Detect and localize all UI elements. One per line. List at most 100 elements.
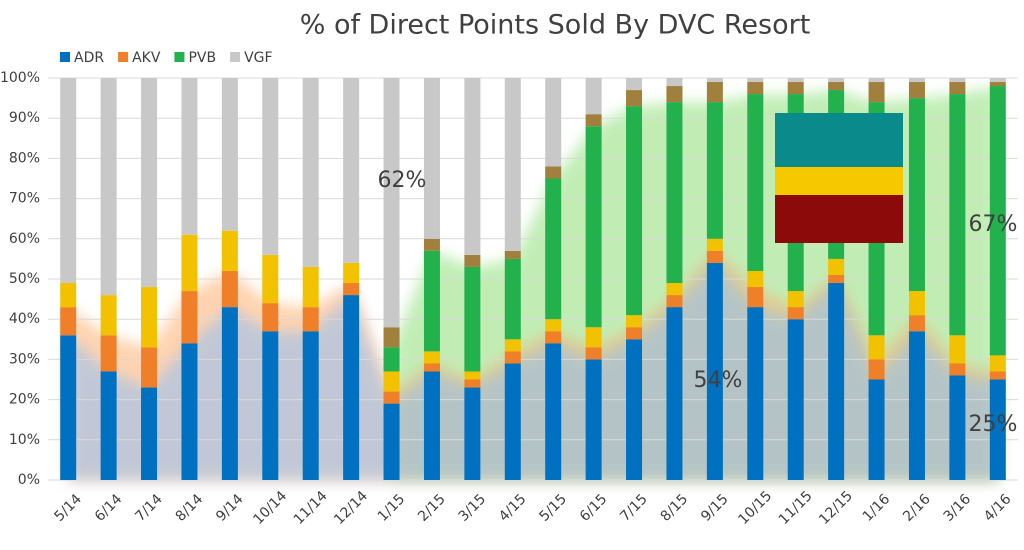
y-tick-label: 60% (9, 231, 40, 247)
bar-segment (221, 78, 238, 231)
bar-segment (181, 291, 198, 344)
bar-segment (504, 339, 521, 352)
y-tick-label: 50% (9, 271, 40, 287)
bar-segment (262, 254, 279, 304)
x-tick-label: 1/15 (375, 491, 409, 525)
bar-segment (504, 250, 521, 259)
x-tick-label: 10/14 (250, 488, 290, 528)
bar-segment (504, 351, 521, 364)
bar-segment (908, 98, 925, 292)
y-tick-label: 70% (9, 191, 40, 207)
bar-segment (545, 178, 562, 320)
bar-segment (626, 327, 643, 340)
bar-segment (747, 94, 764, 271)
bar-segment (423, 238, 440, 251)
bar-segment (383, 371, 400, 392)
bar-segment (787, 307, 804, 320)
bar-segment (908, 291, 925, 316)
legend-swatch (174, 52, 185, 62)
bar-segment (868, 359, 885, 380)
bar-segment (60, 78, 77, 284)
bar-segment (828, 82, 845, 91)
y-tick-label: 30% (9, 351, 40, 367)
bar-segment (706, 82, 723, 103)
bar-segment (989, 355, 1006, 372)
bar-segment (585, 327, 602, 348)
bar-segment (181, 343, 198, 480)
bar-segment (747, 78, 764, 83)
bar-segment (383, 347, 400, 372)
bar-segment (343, 295, 360, 480)
bar-segment (302, 266, 319, 308)
bar-segment (100, 335, 117, 372)
x-tick-label: 10/15 (735, 488, 775, 528)
x-tick-label: 12/15 (816, 488, 856, 528)
bar-segment (221, 230, 238, 271)
legend-swatch (60, 52, 70, 62)
y-tick-label: 80% (9, 150, 40, 166)
bar-segment (908, 315, 925, 332)
bar-segment (989, 78, 1006, 83)
bar-segment (464, 371, 481, 380)
legend-label: ADR (74, 50, 104, 66)
bar-segment (423, 351, 440, 364)
bar-segment (787, 319, 804, 480)
bar-segment (141, 78, 158, 288)
bar-segment (262, 331, 279, 480)
logo (775, 113, 903, 243)
bar-segment (666, 295, 683, 308)
bars (60, 78, 1006, 480)
bar-segment (545, 331, 562, 344)
bar-segment (60, 307, 77, 336)
bar-segment (383, 327, 400, 348)
bar-segment (908, 78, 925, 83)
bar-segment (626, 339, 643, 480)
bar-segment (100, 371, 117, 480)
bar-segment (787, 78, 804, 83)
bar-segment (747, 82, 764, 95)
bar-segment (908, 331, 925, 480)
bar-segment (221, 270, 238, 308)
legend-label: PVB (188, 50, 216, 66)
x-tick-label: 4/16 (981, 491, 1015, 525)
bar-segment (666, 307, 683, 480)
bar-segment (464, 266, 481, 372)
x-tick-label: 5/15 (536, 491, 570, 525)
bar-segment (706, 102, 723, 239)
bar-segment (989, 82, 1006, 87)
y-tick-label: 100% (0, 70, 40, 86)
bar-segment (141, 287, 158, 348)
bar-segment (706, 262, 723, 480)
bar-segment (949, 78, 966, 83)
bar-segment (949, 94, 966, 336)
bar-segment (423, 363, 440, 372)
x-tick-label: 8/14 (173, 491, 207, 525)
x-tick-label: 2/15 (415, 491, 449, 525)
x-tick-label: 6/15 (577, 491, 611, 525)
bar-segment (666, 102, 683, 284)
logo-band (775, 167, 903, 195)
bar-segment (585, 359, 602, 480)
bar-segment (989, 379, 1006, 480)
bar-segment (747, 287, 764, 308)
x-tick-label: 9/15 (698, 491, 732, 525)
x-tick-label: 12/14 (331, 488, 371, 528)
bar-segment (949, 82, 966, 95)
bar-segment (706, 250, 723, 263)
bar-segment (626, 90, 643, 107)
bar-segment (302, 331, 319, 480)
annotation: 25% (969, 412, 1018, 437)
bar-segment (60, 335, 77, 480)
bar-segment (141, 387, 158, 480)
logo-band (775, 113, 903, 167)
x-tick-label: 5/14 (51, 491, 85, 525)
bar-segment (585, 347, 602, 360)
bar-segment (181, 78, 198, 235)
x-tick-label: 2/16 (900, 491, 934, 525)
bar-segment (828, 258, 845, 275)
bar-segment (302, 78, 319, 267)
bar-segment (828, 283, 845, 480)
bar-segment (383, 391, 400, 404)
x-tick-label: 11/15 (776, 488, 816, 528)
